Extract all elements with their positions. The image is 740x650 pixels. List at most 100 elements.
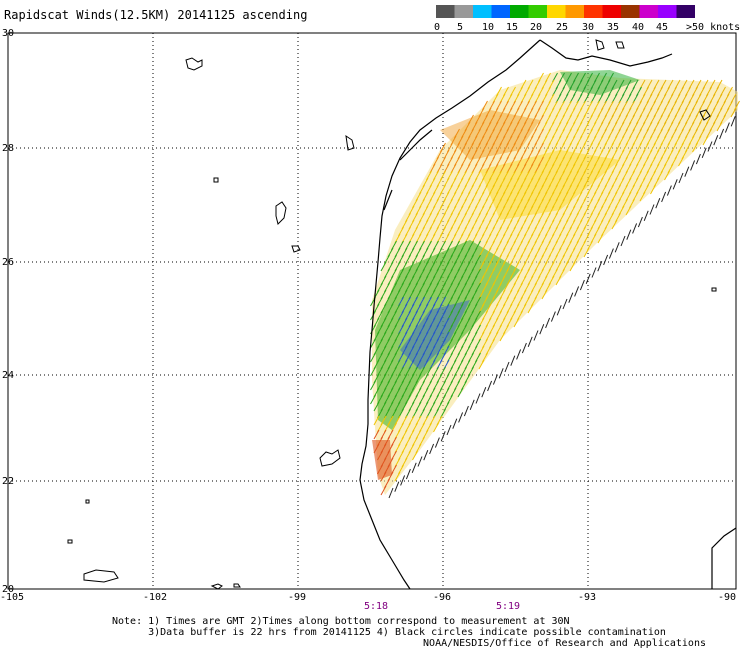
wind-barb bbox=[695, 153, 701, 165]
wind-barb bbox=[521, 342, 527, 354]
lat-tick: 30 bbox=[2, 28, 14, 39]
wind-barb bbox=[370, 352, 376, 363]
wind-barb bbox=[661, 191, 667, 203]
wind-barb bbox=[475, 393, 481, 404]
wind-barb bbox=[433, 422, 439, 433]
lon-tick: -105 bbox=[0, 592, 24, 603]
wind-barb bbox=[370, 380, 376, 391]
lon-tick: -90 bbox=[718, 592, 736, 603]
wind-barb bbox=[603, 254, 609, 266]
legend-swatch bbox=[547, 5, 566, 18]
wind-barb bbox=[716, 121, 723, 132]
legend-swatch bbox=[602, 5, 621, 18]
note-text: Note: 1) Times are GMT 2)Times along bot… bbox=[112, 616, 666, 638]
wind-barb bbox=[539, 324, 545, 335]
wind-barb bbox=[611, 219, 618, 230]
wind-barb bbox=[373, 429, 380, 440]
wind-barb bbox=[394, 471, 401, 482]
wind-barb bbox=[373, 415, 380, 426]
wind-barb bbox=[637, 216, 643, 228]
wind-barb bbox=[597, 261, 603, 272]
wind-barb bbox=[513, 317, 520, 328]
wind-barb bbox=[487, 380, 493, 392]
legend-swatch bbox=[676, 5, 695, 18]
wind-barb bbox=[388, 487, 394, 499]
legend-swatch bbox=[584, 5, 603, 18]
wind-barb bbox=[562, 298, 568, 310]
wind-barb bbox=[632, 223, 638, 234]
legend-label: 5 bbox=[457, 22, 463, 33]
wind-barb bbox=[597, 233, 604, 244]
wind-barb bbox=[626, 229, 632, 240]
legend-swatch bbox=[565, 5, 584, 18]
lat-tick: 24 bbox=[2, 370, 14, 381]
wind-barb bbox=[649, 204, 655, 215]
wind-barb bbox=[492, 374, 498, 385]
wind-barb bbox=[434, 437, 440, 448]
wind-barb bbox=[701, 147, 707, 158]
wind-barb bbox=[412, 450, 418, 461]
wind-barb bbox=[639, 191, 646, 202]
wind-barb bbox=[614, 242, 620, 253]
wind-barb bbox=[380, 261, 387, 272]
wind-barb bbox=[643, 210, 649, 221]
legend-label: 30 bbox=[582, 22, 594, 33]
note-line: 3)Data buffer is 22 hrs from 20141125 4)… bbox=[112, 627, 666, 638]
wind-barb bbox=[499, 331, 506, 342]
legend-label: 0 bbox=[434, 22, 440, 33]
wind-barb bbox=[678, 156, 684, 167]
wind-barb bbox=[533, 330, 539, 341]
wind-barb bbox=[498, 368, 504, 379]
map-title: Rapidscat Winds(12.5KM) 20141125 ascendi… bbox=[4, 8, 308, 22]
lon-tick-labels: -105 -102 -99 -96 -93 -90 bbox=[0, 592, 736, 603]
wind-barb bbox=[446, 424, 452, 436]
wind-barb bbox=[545, 317, 551, 329]
wind-barb bbox=[510, 355, 516, 366]
lon-tick: -102 bbox=[143, 592, 167, 603]
legend-swatch bbox=[658, 5, 677, 18]
wind-barb bbox=[730, 116, 736, 127]
wind-barb bbox=[678, 172, 684, 184]
lon-tick: -96 bbox=[433, 592, 451, 603]
legend-swatch bbox=[639, 5, 658, 18]
lat-tick: 22 bbox=[2, 476, 14, 487]
wind-barb bbox=[608, 248, 614, 259]
wind-barb bbox=[574, 286, 580, 297]
wind-barb bbox=[556, 305, 562, 316]
wind-barb bbox=[655, 198, 661, 209]
wind-barb bbox=[373, 401, 380, 412]
legend-label: 25 bbox=[556, 22, 568, 33]
legend-label: 40 bbox=[632, 22, 644, 33]
wind-barb bbox=[568, 292, 574, 303]
legend-swatch bbox=[528, 5, 547, 18]
wind-barb bbox=[516, 349, 522, 360]
wind-barb bbox=[481, 387, 487, 398]
wind-barb bbox=[690, 160, 696, 171]
legend-swatch bbox=[491, 5, 510, 18]
wind-barb bbox=[400, 475, 406, 486]
wind-barb bbox=[452, 418, 458, 429]
wind-barb bbox=[440, 431, 446, 442]
wind-barb bbox=[555, 275, 562, 286]
wind-barb bbox=[377, 450, 383, 461]
wind-barb bbox=[666, 185, 672, 196]
wind-barb bbox=[692, 142, 698, 153]
legend-label: 35 bbox=[607, 22, 619, 33]
wind-barb bbox=[405, 468, 411, 480]
wind-barb bbox=[707, 141, 713, 152]
wind-barb bbox=[370, 338, 376, 349]
legend-label: >50 knots bbox=[686, 22, 740, 33]
wind-barb bbox=[411, 462, 417, 473]
wind-barb bbox=[591, 267, 597, 278]
wind-barb bbox=[423, 450, 429, 461]
wind-barb bbox=[429, 443, 435, 455]
plot-border bbox=[7, 32, 737, 590]
wind-barb bbox=[702, 135, 709, 146]
color-legend: 0 5 10 15 20 25 30 35 40 45 >50 knots bbox=[434, 5, 740, 33]
islands bbox=[67, 39, 717, 590]
lat-tick: 28 bbox=[2, 143, 14, 154]
wind-barb bbox=[373, 443, 380, 454]
wind-barb bbox=[458, 412, 464, 423]
credit-footer: NOAA/NESDIS/Office of Research and Appli… bbox=[423, 638, 706, 649]
